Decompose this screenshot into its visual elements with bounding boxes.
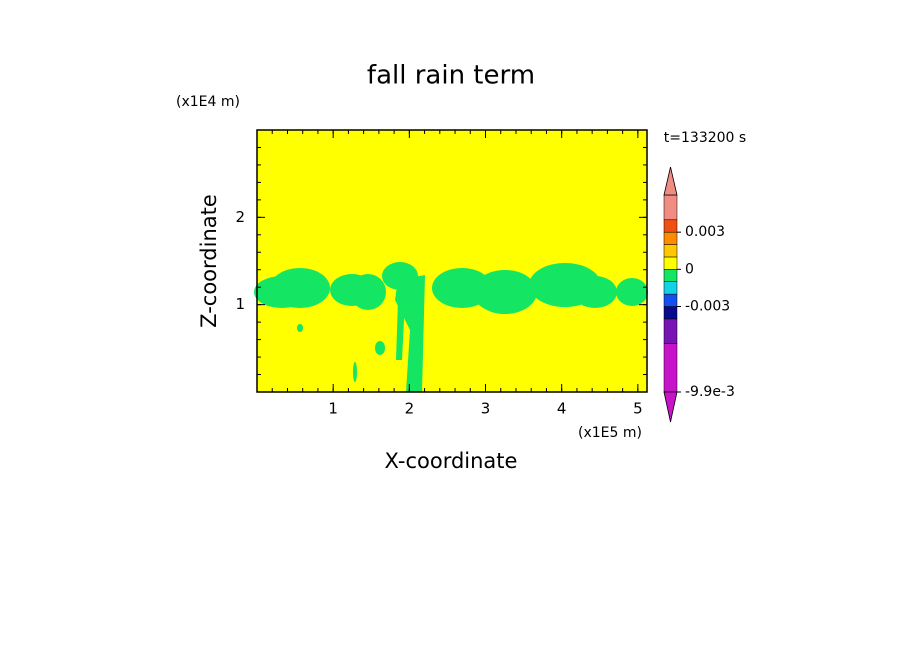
x-tick-label: 1 — [328, 400, 338, 418]
rain-region — [350, 274, 386, 310]
rain-plume — [396, 300, 405, 360]
colorbar-extend-bottom — [663, 391, 678, 423]
x-unit: (x1E5 m) — [578, 425, 642, 441]
rain-patch — [353, 362, 357, 382]
field-background — [257, 130, 647, 392]
colorbar-bin — [663, 318, 678, 344]
x-tick-label: 5 — [633, 400, 643, 418]
y-tick-label: 2 — [235, 208, 245, 226]
x-tick-label: 2 — [405, 400, 415, 418]
colorbar-bin — [663, 343, 678, 393]
colorbar-tick-label: 0 — [685, 261, 694, 277]
x-tick-label: 4 — [557, 400, 567, 418]
colorbar-extend-top — [663, 166, 678, 196]
x-axis-label: X-coordinate — [385, 449, 518, 473]
colorbar-bin — [663, 244, 678, 258]
time-label: t=133200 s — [664, 130, 746, 146]
rain-region — [473, 270, 537, 314]
colorbar-bin — [663, 256, 678, 270]
chart-title: fall rain term — [367, 61, 535, 91]
colorbar-bin — [663, 281, 678, 295]
colorbar-bin — [663, 194, 678, 221]
colorbar-tick-label: 0.003 — [685, 224, 725, 240]
rain-region — [573, 276, 617, 308]
y-unit: (x1E4 m) — [176, 94, 240, 110]
colorbar-tick-label: -0.003 — [685, 299, 730, 315]
contour-field — [254, 130, 648, 392]
y-axis-label: Z-coordinate — [197, 194, 221, 328]
rain-patch — [297, 324, 303, 332]
colorbar-bin — [663, 231, 678, 245]
colorbar-bin — [663, 293, 678, 307]
rain-region — [270, 268, 330, 308]
plot-frame — [256, 129, 648, 393]
colorbar-bin — [663, 219, 678, 233]
colorbar-bin — [663, 269, 678, 282]
rain-region — [616, 278, 648, 306]
colorbar-tick-label: -9.9e-3 — [685, 384, 735, 400]
rain-patch — [375, 341, 385, 355]
y-tick-label: 1 — [235, 295, 245, 313]
colorbar-bin — [663, 306, 678, 320]
x-tick-label: 3 — [481, 400, 491, 418]
